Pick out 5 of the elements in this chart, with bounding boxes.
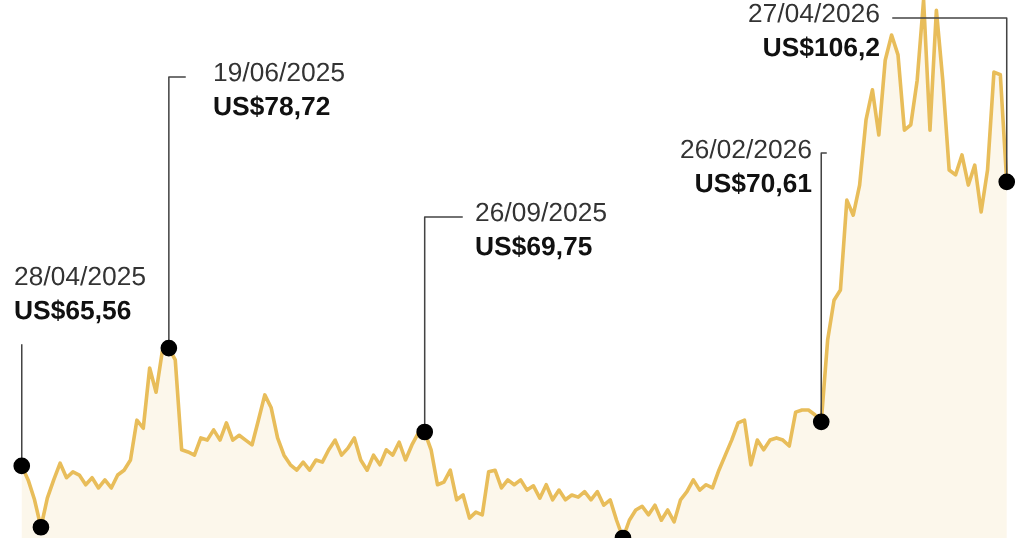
- annotation: 26/02/2026 US$70,61: [681, 139, 812, 197]
- annotation: 27/04/2026 US$106,2: [749, 3, 879, 61]
- annotation: 19/06/2025 US$78,72: [214, 62, 344, 120]
- annotation: 28/04/2025 US$65,56: [15, 266, 145, 324]
- annotation: 26/09/2025 US$69,75: [476, 202, 606, 260]
